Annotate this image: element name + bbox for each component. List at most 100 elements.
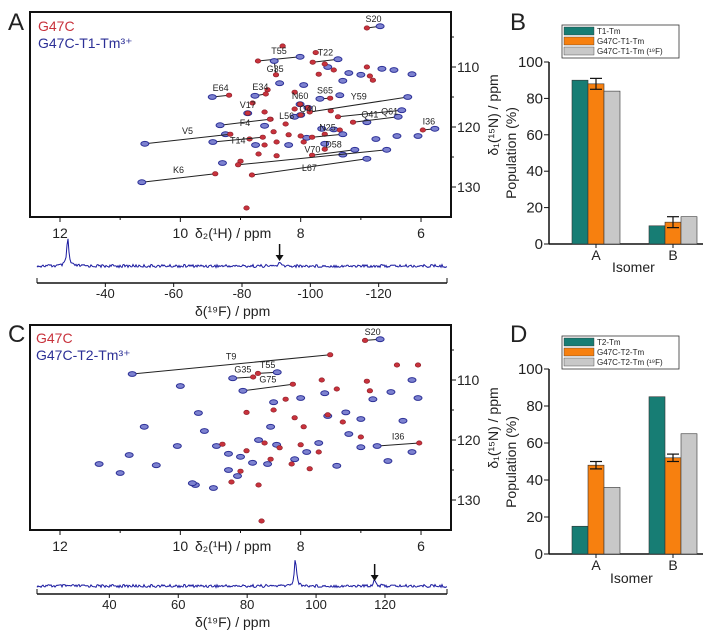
bar-t1-tm-A [571,79,589,245]
peak-red [361,337,369,343]
peak-red [334,114,342,120]
peak-red [393,362,401,368]
peak-blue [407,71,417,78]
peak-red [291,89,298,95]
f19-tick-label: -100 [297,286,323,301]
peak-red [339,419,346,425]
peak-blue [389,67,399,73]
assignment-label: L67 [302,163,317,173]
f19-tick-label: -60 [164,286,183,301]
f19-axis-label-c: δ(¹⁹F) / ppm [195,614,270,630]
peak-blue [372,443,382,449]
peak-red [297,442,304,448]
peak-blue [223,467,233,473]
peak-blue [315,95,325,102]
assignment-label: Q41 [361,110,378,120]
peak-blue [236,453,246,460]
peak-blue [290,456,300,463]
peak-blue [397,107,407,114]
peak-red [250,374,257,380]
peak-red [321,146,328,152]
peak-red [288,461,295,467]
y-tick-label: 80 [526,398,543,415]
assignment-label: N60 [292,91,309,101]
assignment-label: I36 [423,116,436,126]
assignment-line [212,136,263,143]
peak-red [363,25,370,31]
peak-blue [208,139,218,145]
peak-blue [94,461,104,467]
peak-red [254,58,262,64]
y-tick-label: 40 [526,472,543,489]
y-axis-label-a: δ₁(¹⁵N) / ppm [485,74,501,155]
legend-c-blue: G47C-T2-Tm³⁺ [36,347,131,363]
y-axis-label-c: δ₁(¹⁵N) / ppm [485,387,501,468]
peak-blue [137,179,147,186]
assignment-label: Y59 [351,92,367,102]
legend-swatch [563,36,595,46]
f19-tick-label: 100 [305,597,327,612]
x-tick-label: 8 [297,538,305,554]
x-axis-label-d: Isomer [610,570,653,586]
peak-red [291,415,298,421]
assignment-label: I36 [392,432,405,442]
peak-red [262,91,269,97]
peak-blue [371,136,381,142]
f19-tick-label: -40 [96,286,115,301]
assignment-label: E34 [252,82,268,92]
peak-blue [299,82,309,88]
peak-red [315,449,322,455]
peak-blue [375,23,385,30]
peak-blue [284,142,294,148]
peak-red [366,73,373,79]
peak-blue [320,140,330,147]
peak-red [244,110,251,116]
legend-swatch [563,337,595,347]
peak-red [318,377,325,383]
peak-red [349,119,357,125]
peak-blue [314,440,324,446]
peak-blue [223,450,233,457]
peak-blue [211,443,221,449]
peak-red [369,77,376,83]
assignment-line [219,118,271,126]
peak-blue [320,390,330,397]
peak-blue [383,458,393,464]
peak-blue [377,65,387,72]
peak-blue [208,485,218,491]
peak-blue [251,142,261,148]
category-label: B [668,557,677,573]
assignment-label: Q40 [299,104,316,114]
y-tick-label: 120 [457,119,481,135]
assignment-line [377,442,420,447]
peak-red [300,424,307,430]
peak-red [282,396,289,402]
peak-red [254,370,262,376]
peak-blue [238,387,248,394]
peak-blue [263,461,273,467]
y-tick-label: 0 [535,546,543,563]
assignment-label: S65 [317,86,333,96]
peak-blue [338,131,348,138]
peak-red [324,412,331,418]
x-axis-label-b: Isomer [612,259,655,275]
peak-red [235,162,242,168]
peak-red [282,121,289,127]
peak-blue [172,443,182,449]
peak-blue [127,371,137,377]
assignment-label: N25 [319,123,336,133]
peak-red [285,132,292,138]
assignment-line [238,149,387,166]
x-axis-label-a: δ₂(¹H) / ppm [195,225,271,241]
legend-a-blue: G47C-T1-Tm³⁺ [38,35,133,51]
assignment-label: G75 [259,375,276,385]
arrow-head-icon [370,575,379,581]
peak-blue [413,133,423,139]
assignment-line [251,158,367,176]
peak-red [255,482,262,488]
assignment-line [309,96,408,113]
bar-t1-tm-B [648,225,666,245]
y-tick-label: 0 [535,236,543,253]
peak-red [243,448,250,454]
assignment-label: S20 [365,14,381,24]
